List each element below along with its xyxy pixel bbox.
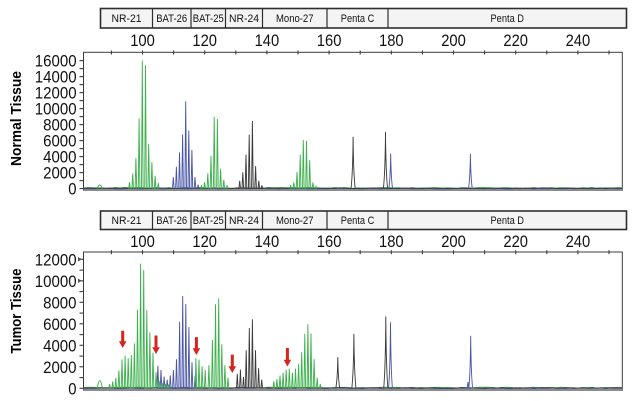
svg-text:100: 100 <box>130 232 155 251</box>
svg-text:Mono-27: Mono-27 <box>276 215 314 227</box>
svg-text:BAT-26: BAT-26 <box>156 13 187 25</box>
svg-text:160: 160 <box>317 232 342 251</box>
svg-text:10000: 10000 <box>35 100 77 119</box>
svg-text:200: 200 <box>441 31 466 50</box>
svg-text:240: 240 <box>566 31 591 50</box>
svg-text:10000: 10000 <box>35 272 77 291</box>
svg-text:Penta C: Penta C <box>341 13 375 25</box>
svg-text:2000: 2000 <box>43 164 76 183</box>
svg-text:14000: 14000 <box>35 68 77 87</box>
svg-text:6000: 6000 <box>43 132 76 151</box>
svg-text:160: 160 <box>317 31 342 50</box>
svg-text:120: 120 <box>192 232 217 251</box>
svg-text:Penta C: Penta C <box>341 215 375 227</box>
svg-text:Normal Tissue: Normal Tissue <box>8 71 25 166</box>
svg-text:4000: 4000 <box>43 148 76 167</box>
svg-text:NR-21: NR-21 <box>112 13 142 25</box>
svg-text:NR-21: NR-21 <box>112 215 142 227</box>
svg-text:Penta D: Penta D <box>491 215 525 227</box>
svg-text:NR-24: NR-24 <box>229 13 259 25</box>
svg-text:Mono-27: Mono-27 <box>276 13 314 25</box>
svg-text:Penta D: Penta D <box>491 13 525 25</box>
svg-text:Tumor Tissue: Tumor Tissue <box>8 269 25 354</box>
svg-text:240: 240 <box>566 232 591 251</box>
svg-text:12000: 12000 <box>35 250 77 269</box>
svg-text:8000: 8000 <box>43 293 76 312</box>
svg-text:100: 100 <box>130 31 155 50</box>
svg-text:180: 180 <box>379 232 404 251</box>
svg-text:BAT-25: BAT-25 <box>193 13 224 25</box>
svg-text:120: 120 <box>192 31 217 50</box>
svg-text:180: 180 <box>379 31 404 50</box>
svg-text:BAT-25: BAT-25 <box>193 215 224 227</box>
svg-text:6000: 6000 <box>43 315 76 334</box>
svg-text:140: 140 <box>255 232 280 251</box>
svg-text:8000: 8000 <box>43 116 76 135</box>
svg-text:12000: 12000 <box>35 84 77 103</box>
svg-text:2000: 2000 <box>43 358 76 377</box>
svg-text:0: 0 <box>68 379 76 398</box>
svg-text:NR-24: NR-24 <box>229 215 259 227</box>
svg-text:4000: 4000 <box>43 336 76 355</box>
svg-text:BAT-26: BAT-26 <box>156 215 187 227</box>
svg-text:220: 220 <box>503 31 528 50</box>
svg-text:220: 220 <box>503 232 528 251</box>
svg-text:0: 0 <box>68 180 76 199</box>
svg-text:16000: 16000 <box>35 52 77 71</box>
svg-text:200: 200 <box>441 232 466 251</box>
svg-text:140: 140 <box>255 31 280 50</box>
